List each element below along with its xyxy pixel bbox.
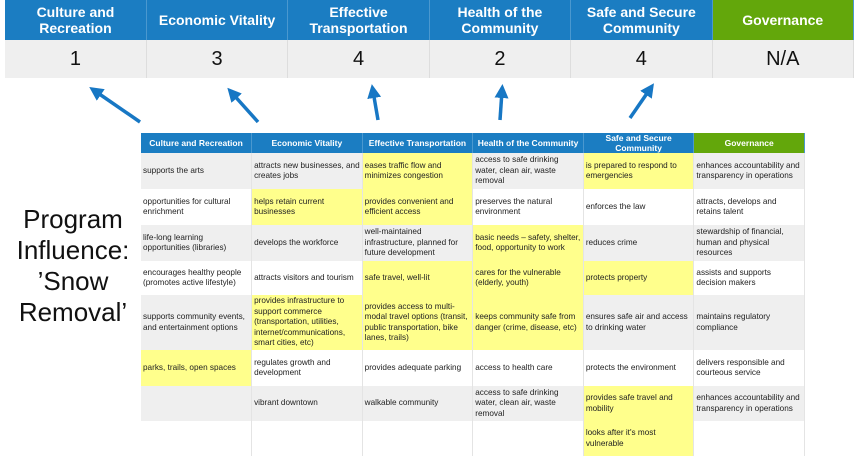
score-culture: 1 — [5, 40, 147, 78]
influence-matrix: Culture and Recreation Economic Vitality… — [141, 133, 805, 456]
matrix-cell: protects the environment — [583, 350, 695, 386]
matrix-cell: stewardship of financial, human and phys… — [693, 225, 805, 261]
matrix-cell: provides infrastructure to support comme… — [251, 295, 363, 350]
matrix-header-economic: Economic Vitality — [251, 133, 363, 153]
matrix-cell: looks after it's most vulnerable — [583, 421, 695, 456]
score-health: 2 — [429, 40, 572, 78]
matrix-row: life-long learning opportunities (librar… — [141, 225, 805, 261]
arrow-icon — [367, 84, 382, 121]
matrix-cell: provides safe travel and mobility — [583, 386, 695, 421]
matrix-cell: access to health care — [472, 350, 584, 386]
matrix-cell: attracts new businesses, and creates job… — [251, 153, 363, 189]
summary-header-safe: Safe and Secure Community — [570, 0, 713, 40]
matrix-cell: safe travel, well-lit — [362, 261, 474, 295]
arrow-icon — [494, 84, 509, 121]
matrix-cell: life-long learning opportunities (librar… — [141, 225, 253, 261]
matrix-cell: eases traffic flow and minimizes congest… — [362, 153, 474, 189]
score-transport: 4 — [287, 40, 430, 78]
matrix-cell — [141, 386, 253, 421]
matrix-cell: provides access to multi-modal travel op… — [362, 295, 474, 350]
matrix-cell: ensures safe air and access to drinking … — [583, 295, 695, 350]
score-governance: N/A — [712, 40, 855, 78]
matrix-row: supports the arts attracts new businesses… — [141, 153, 805, 189]
summary-header-governance: Governance — [712, 0, 855, 40]
matrix-cell: basic needs – safety, shelter, food, opp… — [472, 225, 584, 261]
matrix-row: supports community events, and entertain… — [141, 295, 805, 350]
matrix-cell: reduces crime — [583, 225, 695, 261]
matrix-cell: enhances accountability and transparency… — [693, 153, 805, 189]
summary-header-culture: Culture and Recreation — [5, 0, 147, 40]
matrix-row: looks after it's most vulnerable — [141, 421, 805, 456]
summary-header-economic: Economic Vitality — [146, 0, 289, 40]
matrix-cell: develops the workforce — [251, 225, 363, 261]
matrix-cell — [251, 421, 363, 456]
matrix-cell: opportunities for cultural enrichment — [141, 189, 253, 225]
matrix-cell: enhances accountability and transparency… — [693, 386, 805, 421]
matrix-cell: assists and supports decision makers — [693, 261, 805, 295]
matrix-cell: encourages healthy people (promotes acti… — [141, 261, 253, 295]
arrow-icon — [89, 87, 141, 124]
matrix-cell: supports the arts — [141, 153, 253, 189]
matrix-cell: provides adequate parking — [362, 350, 474, 386]
matrix-cell — [693, 421, 805, 456]
matrix-cell: helps retain current businesses — [251, 189, 363, 225]
matrix-cell: well-maintained infrastructure, planned … — [362, 225, 474, 261]
matrix-cell: access to safe drinking water, clean air… — [472, 386, 584, 421]
matrix-header-transport: Effective Transportation — [362, 133, 474, 153]
matrix-row: parks, trails, open spaces regulates grow… — [141, 350, 805, 386]
matrix-cell — [362, 421, 474, 456]
matrix-header-safe: Safe and Secure Community — [583, 133, 695, 153]
matrix-cell — [141, 421, 253, 456]
matrix-cell: vibrant downtown — [251, 386, 363, 421]
arrow-icon — [628, 83, 654, 119]
matrix-cell: attracts visitors and tourism — [251, 261, 363, 295]
matrix-cell: supports community events, and entertain… — [141, 295, 253, 350]
matrix-cell: enforces the law — [583, 189, 695, 225]
summary-header-transport: Effective Transportation — [287, 0, 430, 40]
matrix-cell: preserves the natural environment — [472, 189, 584, 225]
matrix-cell: cares for the vulnerable (elderly, youth… — [472, 261, 584, 295]
matrix-header-culture: Culture and Recreation — [141, 133, 253, 153]
matrix-cell: protects property — [583, 261, 695, 295]
matrix-cell: provides convenient and efficient access — [362, 189, 474, 225]
matrix-header-governance: Governance — [693, 133, 805, 153]
matrix-header-health: Health of the Community — [472, 133, 584, 153]
matrix-row: opportunities for cultural enrichment hel… — [141, 189, 805, 225]
arrow-icon — [227, 87, 260, 124]
matrix-row: vibrant downtown walkable community access… — [141, 386, 805, 421]
program-influence-label: Program Influence: ’Snow Removal’ — [16, 204, 130, 327]
matrix-cell — [472, 421, 584, 456]
matrix-cell: is prepared to respond to emergencies — [583, 153, 695, 189]
matrix-cell: keeps community safe from danger (crime,… — [472, 295, 584, 350]
summary-table: Culture and Recreation Economic Vitality… — [5, 0, 855, 78]
score-economic: 3 — [146, 40, 289, 78]
matrix-cell: access to safe drinking water, clean air… — [472, 153, 584, 189]
score-safe: 4 — [570, 40, 713, 78]
matrix-cell: maintains regulatory compliance — [693, 295, 805, 350]
matrix-cell: parks, trails, open spaces — [141, 350, 253, 386]
matrix-cell: delivers responsible and courteous servi… — [693, 350, 805, 386]
matrix-cell: attracts, develops and retains talent — [693, 189, 805, 225]
summary-header-health: Health of the Community — [429, 0, 572, 40]
matrix-row: encourages healthy people (promotes acti… — [141, 261, 805, 295]
matrix-cell: walkable community — [362, 386, 474, 421]
matrix-cell: regulates growth and development — [251, 350, 363, 386]
